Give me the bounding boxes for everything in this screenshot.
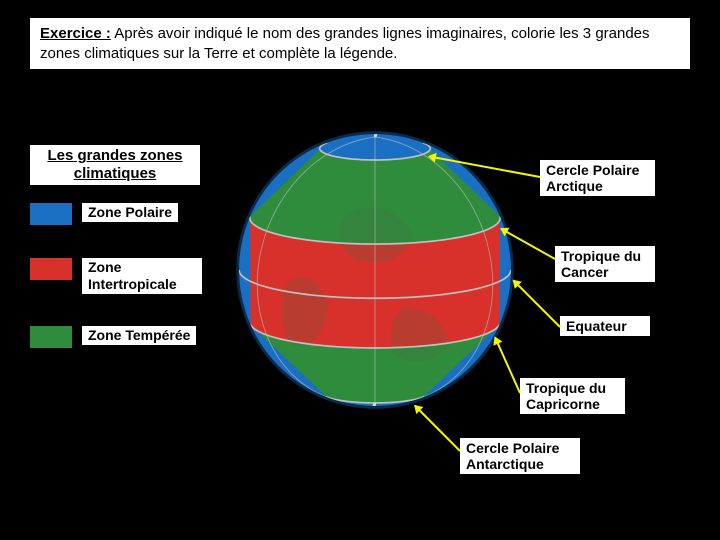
legend-label-temperate: Zone Tempérée <box>82 326 196 345</box>
swatch-temperate <box>30 326 72 348</box>
swatch-polar <box>30 203 72 225</box>
swatch-intertropical <box>30 258 72 280</box>
legend-label-intertropical: Zone Intertropicale <box>82 258 202 294</box>
exercise-text: Après avoir indiqué le nom des grandes l… <box>40 25 650 62</box>
annotation-equator: Equateur <box>560 316 650 336</box>
legend-item-temperate: Zone Tempérée <box>30 326 196 348</box>
legend-title: Les grandes zones climatiques <box>30 145 200 185</box>
annotation-arctic: Cercle Polaire Arctique <box>540 160 655 196</box>
legend-label-polar: Zone Polaire <box>82 203 178 222</box>
exercise-label: Exercice : <box>40 25 111 42</box>
annotation-capricorn: Tropique du Capricorne <box>520 378 625 414</box>
exercise-instruction: Exercice : Après avoir indiqué le nom de… <box>30 18 690 69</box>
legend-item-polar: Zone Polaire <box>30 203 178 225</box>
annotation-cancer: Tropique du Cancer <box>555 246 655 282</box>
legend-item-intertropical: Zone Intertropicale <box>30 258 202 294</box>
annotation-antarctic: Cercle Polaire Antarctique <box>460 438 580 474</box>
